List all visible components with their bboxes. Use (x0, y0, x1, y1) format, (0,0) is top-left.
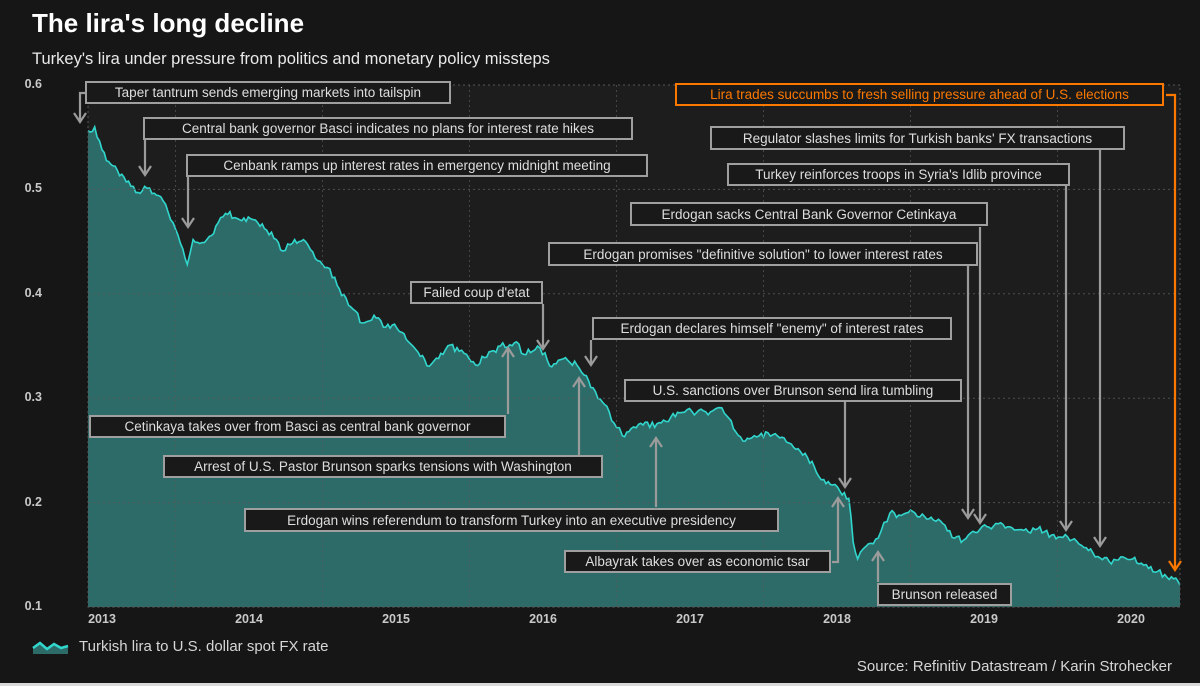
annotation-albayrak: Albayrak takes over as economic tsar (564, 550, 831, 573)
source-credit: Source: Refinitiv Datastream / Karin Str… (856, 658, 1172, 675)
annotation-regulator-fx-limits: Regulator slashes limits for Turkish ban… (710, 126, 1125, 150)
annotation-midnight-meeting: Cenbank ramps up interest rates in emerg… (186, 154, 648, 177)
annotation-brunson-released: Brunson released (877, 583, 1012, 606)
x-tick-2013: 2013 (88, 612, 116, 626)
annotation-us-sanctions: U.S. sanctions over Brunson send lira tu… (624, 379, 962, 402)
annotation-arrow-albayrak (831, 496, 845, 564)
annotation-taper-tantrum: Taper tantrum sends emerging markets int… (85, 81, 451, 104)
x-tick-2014: 2014 (235, 612, 263, 626)
chart-subtitle: Turkey's lira under pressure from politi… (32, 50, 550, 68)
x-tick-2020: 2020 (1117, 612, 1145, 626)
y-tick-0.6: 0.6 (24, 77, 42, 91)
y-tick-0.3: 0.3 (24, 390, 42, 405)
x-tick-2016: 2016 (529, 612, 557, 626)
legend-label: Turkish lira to U.S. dollar spot FX rate (79, 638, 329, 655)
area-series-icon (32, 640, 69, 654)
x-tick-2018: 2018 (823, 612, 851, 626)
legend: Turkish lira to U.S. dollar spot FX rate (32, 638, 329, 655)
annotation-enemy-of-rates: Erdogan declares himself "enemy" of inte… (592, 317, 952, 340)
annotation-cetinkaya-takes-over: Cetinkaya takes over from Basci as centr… (89, 415, 506, 438)
annotation-arrow-taper-tantrum (73, 91, 87, 124)
annotation-arrow-us-elections (1166, 93, 1182, 572)
x-tick-2019: 2019 (970, 612, 998, 626)
y-tick-0.1: 0.1 (24, 599, 42, 613)
y-tick-0.5: 0.5 (24, 181, 42, 196)
y-tick-0.4: 0.4 (24, 285, 42, 300)
y-tick-0.2: 0.2 (24, 494, 42, 509)
annotation-sacks-cetinkaya: Erdogan sacks Central Bank Governor Ceti… (630, 202, 988, 226)
annotation-failed-coup: Failed coup d'etat (410, 281, 543, 304)
plot-border (87, 84, 1181, 608)
x-tick-2015: 2015 (382, 612, 410, 626)
fx-rate-area (88, 126, 1180, 608)
annotation-basci-no-hikes: Central bank governor Basci indicates no… (143, 117, 633, 140)
chart-title: The lira's long decline (32, 8, 305, 38)
annotation-brunson-arrest: Arrest of U.S. Pastor Brunson sparks ten… (163, 455, 603, 478)
window-edge (0, 683, 1200, 686)
fx-rate-line (87, 124, 1181, 586)
annotation-definitive-solution: Erdogan promises "definitive solution" t… (548, 242, 978, 266)
annotation-us-elections: Lira trades succumbs to fresh selling pr… (675, 83, 1164, 106)
annotation-syria-idlib: Turkey reinforces troops in Syria's Idli… (727, 163, 1070, 186)
annotation-referendum: Erdogan wins referendum to transform Tur… (244, 508, 779, 532)
x-tick-2017: 2017 (676, 612, 704, 626)
